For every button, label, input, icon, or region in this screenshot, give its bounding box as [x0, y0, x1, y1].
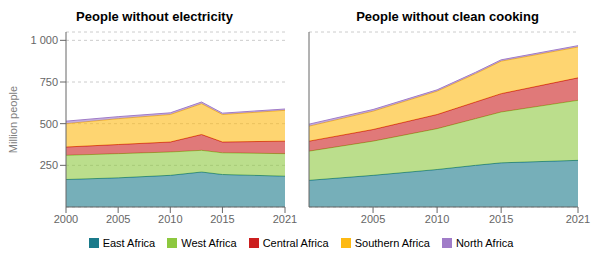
- svg-text:750: 750: [40, 76, 58, 88]
- svg-text:Million people: Million people: [8, 86, 19, 153]
- html-text:Central Africa: Central Africa: [262, 237, 329, 249]
- svg-text:1 000: 1 000: [30, 34, 58, 46]
- svg-text:2021: 2021: [273, 213, 297, 225]
- svg-text:2015: 2015: [489, 213, 513, 225]
- svg-text:2005: 2005: [106, 213, 130, 225]
- html-text:West Africa: West Africa: [181, 237, 237, 249]
- svg-text:2000: 2000: [54, 213, 78, 225]
- html-text:Southern Africa: Southern Africa: [354, 237, 430, 249]
- svg-text:500: 500: [40, 118, 58, 130]
- html-text:North Africa: North Africa: [455, 237, 514, 249]
- svg-text:2010: 2010: [425, 213, 449, 225]
- svg-text:2021: 2021: [566, 213, 590, 225]
- html-text:People without clean cooking: People without clean cooking: [356, 9, 539, 24]
- svg-text:2010: 2010: [158, 213, 182, 225]
- svg-text:250: 250: [40, 159, 58, 171]
- svg-text:2005: 2005: [361, 213, 385, 225]
- html-text:People without electricity: People without electricity: [76, 9, 233, 24]
- svg-text:2015: 2015: [210, 213, 234, 225]
- html-text:East Africa: East Africa: [102, 237, 156, 249]
